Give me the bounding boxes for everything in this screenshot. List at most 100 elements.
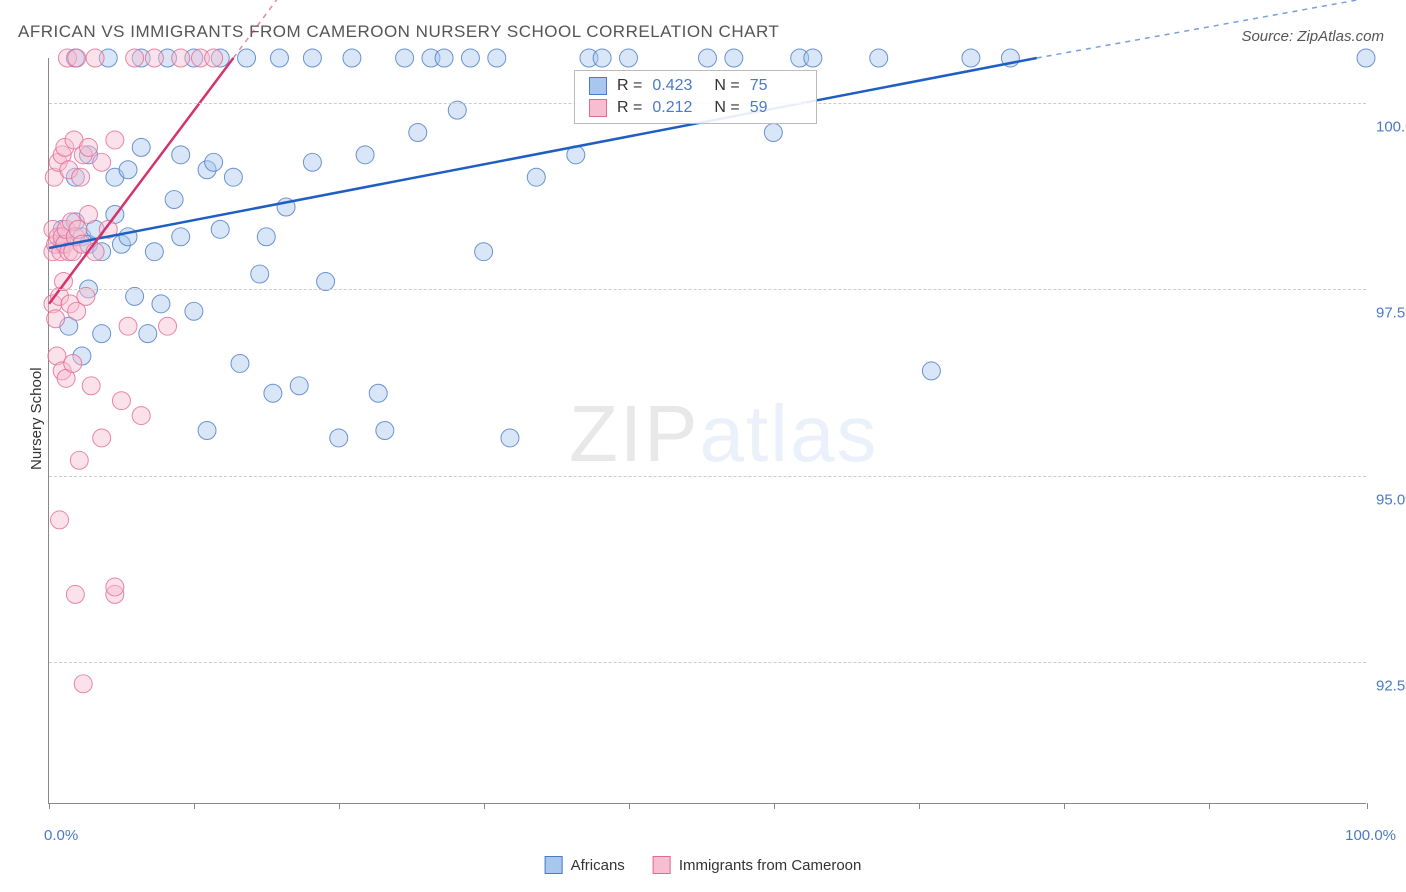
data-point bbox=[257, 228, 275, 246]
trend-line bbox=[49, 58, 1037, 248]
x-tick bbox=[1064, 803, 1065, 809]
data-point bbox=[619, 49, 637, 67]
n-label: N = bbox=[714, 77, 739, 95]
r-label: R = bbox=[617, 99, 642, 117]
data-point bbox=[343, 49, 361, 67]
data-point bbox=[1357, 49, 1375, 67]
data-point bbox=[231, 354, 249, 372]
legend: Africans Immigrants from Cameroon bbox=[545, 856, 862, 874]
data-point bbox=[303, 49, 321, 67]
data-point bbox=[369, 384, 387, 402]
data-point bbox=[74, 675, 92, 693]
data-point bbox=[205, 49, 223, 67]
data-point bbox=[112, 392, 130, 410]
data-point bbox=[870, 49, 888, 67]
data-point bbox=[764, 124, 782, 142]
data-point bbox=[72, 168, 90, 186]
x-axis-max-label: 100.0% bbox=[1345, 827, 1396, 844]
r-value-africans: 0.423 bbox=[652, 77, 704, 95]
x-tick bbox=[1367, 803, 1368, 809]
y-tick-label: 92.5% bbox=[1376, 678, 1406, 695]
data-point bbox=[198, 422, 216, 440]
data-point bbox=[238, 49, 256, 67]
y-axis-title: Nursery School bbox=[28, 367, 45, 470]
data-point bbox=[461, 49, 479, 67]
data-point bbox=[205, 153, 223, 171]
data-point bbox=[303, 153, 321, 171]
data-point bbox=[264, 384, 282, 402]
data-point bbox=[64, 354, 82, 372]
data-point bbox=[82, 377, 100, 395]
data-point bbox=[488, 49, 506, 67]
data-point bbox=[139, 325, 157, 343]
legend-item-cameroon: Immigrants from Cameroon bbox=[653, 856, 862, 874]
swatch-cameroon bbox=[589, 99, 607, 117]
data-point bbox=[725, 49, 743, 67]
n-label: N = bbox=[714, 99, 739, 117]
data-point bbox=[699, 49, 717, 67]
data-point bbox=[66, 585, 84, 603]
data-point bbox=[330, 429, 348, 447]
x-axis-min-label: 0.0% bbox=[44, 827, 78, 844]
data-point bbox=[501, 429, 519, 447]
gridline bbox=[49, 289, 1366, 290]
data-point bbox=[172, 228, 190, 246]
swatch-africans bbox=[589, 77, 607, 95]
y-tick-label: 97.5% bbox=[1376, 305, 1406, 322]
data-point bbox=[593, 49, 611, 67]
data-point bbox=[475, 243, 493, 261]
chart-title: AFRICAN VS IMMIGRANTS FROM CAMEROON NURS… bbox=[18, 22, 779, 42]
data-point bbox=[804, 49, 822, 67]
legend-label-africans: Africans bbox=[571, 857, 625, 874]
data-point bbox=[435, 49, 453, 67]
data-point bbox=[185, 302, 203, 320]
data-point bbox=[396, 49, 414, 67]
data-point bbox=[132, 138, 150, 156]
data-point bbox=[962, 49, 980, 67]
data-point bbox=[224, 168, 242, 186]
data-point bbox=[211, 220, 229, 238]
data-point bbox=[119, 161, 137, 179]
data-point bbox=[93, 325, 111, 343]
legend-swatch-cameroon bbox=[653, 856, 671, 874]
stat-row-africans: R = 0.423 N = 75 bbox=[575, 75, 816, 97]
data-point bbox=[152, 295, 170, 313]
data-point bbox=[106, 131, 124, 149]
r-label: R = bbox=[617, 77, 642, 95]
data-point bbox=[132, 407, 150, 425]
data-point bbox=[165, 191, 183, 209]
x-tick bbox=[919, 803, 920, 809]
data-point bbox=[106, 578, 124, 596]
source-attribution: Source: ZipAtlas.com bbox=[1241, 28, 1384, 45]
data-point bbox=[80, 138, 98, 156]
data-point bbox=[409, 124, 427, 142]
x-tick bbox=[194, 803, 195, 809]
data-point bbox=[159, 317, 177, 335]
data-point bbox=[51, 511, 69, 529]
data-point bbox=[376, 422, 394, 440]
data-point bbox=[47, 310, 65, 328]
scatter-svg bbox=[49, 58, 1366, 803]
x-tick bbox=[484, 803, 485, 809]
n-value-cameroon: 59 bbox=[750, 99, 802, 117]
data-point bbox=[172, 49, 190, 67]
correlation-stats-box: R = 0.423 N = 75 R = 0.212 N = 59 bbox=[574, 70, 817, 124]
data-point bbox=[290, 377, 308, 395]
data-point bbox=[70, 451, 88, 469]
data-point bbox=[126, 49, 144, 67]
y-tick-label: 100.0% bbox=[1376, 118, 1406, 135]
stat-row-cameroon: R = 0.212 N = 59 bbox=[575, 97, 816, 119]
x-tick bbox=[629, 803, 630, 809]
data-point bbox=[119, 317, 137, 335]
y-tick-label: 95.0% bbox=[1376, 491, 1406, 508]
legend-swatch-africans bbox=[545, 856, 563, 874]
data-point bbox=[93, 153, 111, 171]
data-point bbox=[356, 146, 374, 164]
legend-label-cameroon: Immigrants from Cameroon bbox=[679, 857, 862, 874]
data-point bbox=[68, 49, 86, 67]
data-point bbox=[448, 101, 466, 119]
x-tick bbox=[339, 803, 340, 809]
plot-area: 92.5%95.0%97.5%100.0% ZIPatlas R = 0.423… bbox=[48, 58, 1366, 804]
data-point bbox=[922, 362, 940, 380]
data-point bbox=[270, 49, 288, 67]
